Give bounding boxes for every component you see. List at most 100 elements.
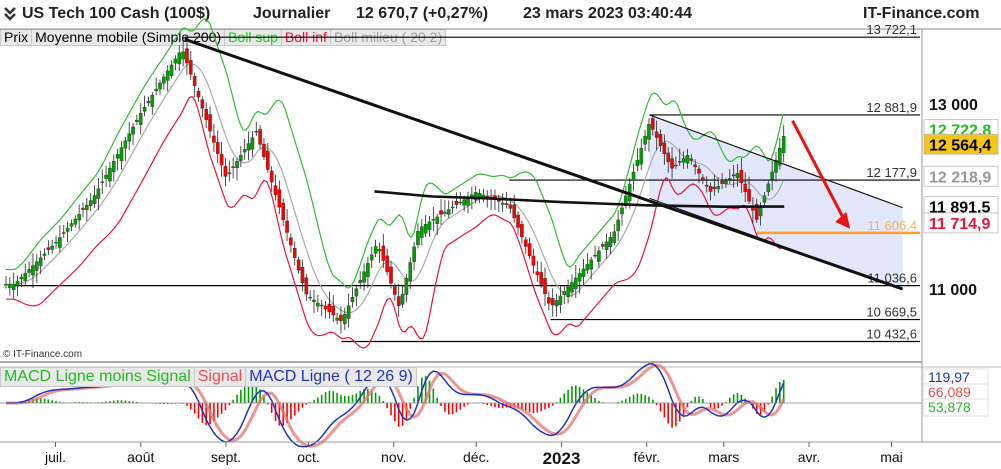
- candle-body: [689, 158, 694, 161]
- x-label-0: juil.: [44, 449, 66, 465]
- candle-body: [61, 232, 66, 234]
- price-tag-1: 12 564,4: [929, 137, 991, 154]
- candle-body: [597, 250, 601, 262]
- candle-body: [46, 247, 51, 251]
- x-label-6: 2023: [543, 449, 581, 468]
- quote-label: 12 670,7 (+0,27%): [356, 5, 489, 22]
- trend-line-1: [649, 114, 903, 209]
- candle-body: [316, 302, 320, 307]
- legend-macd-signal[interactable]: Signal: [193, 367, 247, 387]
- candle-body: [593, 254, 597, 257]
- candle-body: [693, 164, 697, 168]
- candle-body: [516, 214, 520, 228]
- candle-body: [223, 165, 228, 177]
- candle-body: [331, 306, 336, 316]
- price-tag-3: 11 891,5: [929, 200, 991, 217]
- candle-body: [289, 237, 293, 246]
- datetime-label: 23 mars 2023 03:40:44: [523, 5, 693, 22]
- level-label-3: 11 606,4: [867, 218, 917, 233]
- macd-axis-label-1: 66,089: [928, 384, 971, 400]
- axis-label-0: 13 000: [929, 97, 978, 114]
- candle-body: [620, 207, 624, 215]
- candle-body: [38, 257, 43, 266]
- candle-body: [508, 204, 513, 209]
- candle-body: [762, 195, 767, 203]
- candle-body: [142, 107, 147, 112]
- double-chevron-icon[interactable]: [3, 6, 17, 22]
- candle-body: [154, 88, 158, 92]
- level-label-5: 10 669,5: [866, 305, 917, 320]
- level-label-6: 10 432,6: [866, 326, 917, 341]
- bollinger-bands: [6, 18, 784, 349]
- candle-body: [96, 188, 101, 199]
- candle-body: [77, 214, 81, 221]
- period-label: Journalier: [253, 5, 331, 22]
- candle-body: [435, 216, 440, 224]
- candle-body: [400, 293, 405, 305]
- candle-body: [612, 231, 617, 243]
- candle-body: [73, 218, 78, 225]
- candle-body: [747, 189, 751, 202]
- candle-body: [631, 171, 636, 181]
- trend-line-2: [649, 197, 903, 290]
- candle-body: [127, 133, 131, 142]
- candle-body: [65, 228, 70, 232]
- candle-body: [570, 282, 574, 293]
- candle-body: [165, 70, 170, 81]
- legend-macd-hist[interactable]: MACD Ligne moins Signal: [0, 367, 195, 387]
- candle-body: [697, 168, 701, 174]
- candle-body: [196, 90, 201, 98]
- candle-body: [527, 243, 532, 257]
- candle-body: [443, 211, 447, 214]
- candle-body: [27, 269, 31, 273]
- candle-body: [766, 183, 771, 193]
- candle-body: [497, 199, 501, 202]
- candle-body: [531, 255, 536, 266]
- trend-lines: [184, 37, 903, 291]
- boll-sup-line: [6, 18, 784, 289]
- candle-body: [92, 195, 97, 205]
- macd-axis-label-0: 119,97: [928, 369, 970, 385]
- candle-body: [477, 193, 482, 198]
- candle-body: [8, 284, 12, 288]
- candle-body: [335, 317, 339, 321]
- candle-body: [108, 167, 112, 182]
- candle-body: [58, 237, 62, 248]
- x-label-10: mai: [880, 449, 903, 465]
- candle-body: [343, 313, 347, 325]
- candle-body: [23, 273, 28, 281]
- x-label-8: mars: [708, 449, 739, 465]
- candle-body: [681, 158, 686, 163]
- candle-body: [135, 119, 139, 123]
- legend-macd-line[interactable]: MACD Ligne ( 12 26 9): [245, 367, 417, 387]
- price-tag-2: 12 218,9: [929, 169, 991, 186]
- candle-body: [778, 147, 782, 166]
- candle-body: [743, 183, 747, 193]
- candle-body: [81, 208, 85, 210]
- candle-body: [543, 278, 547, 295]
- candle-body: [600, 244, 605, 247]
- axis-label-1: 11 000: [929, 282, 977, 299]
- candle-body: [100, 181, 105, 184]
- candle-body: [635, 159, 640, 167]
- candle-body: [735, 173, 740, 179]
- trend-line-0: [184, 37, 903, 291]
- candle-body: [651, 118, 655, 130]
- candle-body: [554, 300, 559, 307]
- candle-body: [470, 194, 474, 197]
- candle-body: [654, 131, 659, 138]
- candle-body: [50, 245, 54, 250]
- candle-body: [720, 180, 724, 184]
- candle-body: [177, 52, 182, 65]
- candle-body: [604, 241, 609, 251]
- candle-body: [131, 126, 135, 135]
- candle-body: [427, 221, 432, 230]
- copyright-label: © IT-Finance.com: [3, 349, 83, 360]
- price-tags: 12 722,812 564,412 218,911 891,511 714,9: [923, 119, 999, 234]
- candle-body: [258, 129, 262, 145]
- candle-body: [219, 154, 224, 166]
- candle-body: [458, 201, 463, 204]
- candle-body: [88, 200, 93, 206]
- level-label-2: 12 177,9: [866, 165, 917, 180]
